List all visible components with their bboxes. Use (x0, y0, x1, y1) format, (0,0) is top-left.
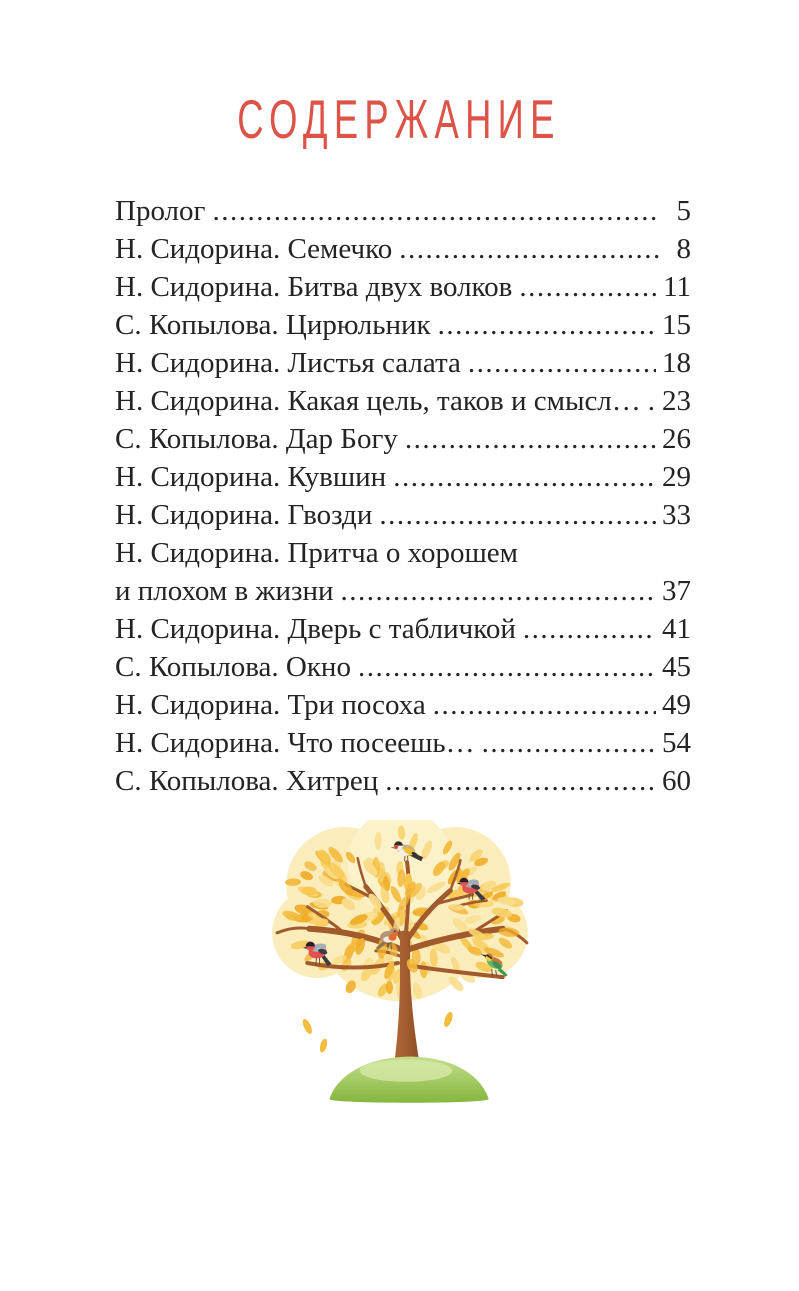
toc-leader-dots: ........................................… (340, 575, 656, 607)
toc-leader-dots: ........................................… (437, 309, 656, 341)
toc-entry-page: 41 (662, 613, 691, 645)
toc-entry-title: С. Копылова. Цирюльник (115, 309, 431, 341)
toc-leader-dots: ........................................… (212, 195, 659, 227)
toc-entry-title: Н. Сидорина. Что посеешь… (115, 727, 475, 759)
toc-entry: Н. Сидорина. Три посоха.................… (115, 686, 691, 724)
grass-mound (329, 1056, 489, 1103)
toc-entry: Н. Сидорина. Дверь с табличкой..........… (115, 610, 691, 648)
toc-entry: Пролог..................................… (115, 192, 691, 230)
table-of-contents: Пролог..................................… (115, 192, 691, 800)
toc-leader-dots: ........................................… (481, 727, 656, 759)
toc-entry: Н. Сидорина. Гвозди.....................… (115, 496, 691, 534)
toc-leader-dots: ........................................… (519, 271, 658, 303)
toc-entry-title: С. Копылова. Хитрец (115, 765, 379, 797)
toc-entry-page: 15 (662, 309, 691, 341)
toc-leader-dots: ........................................… (399, 233, 659, 265)
toc-entry-title: Пролог (115, 195, 206, 227)
toc-entry: Н. Сидорина. Кувшин.....................… (115, 458, 691, 496)
toc-entry-title: Н. Сидорина. Кувшин (115, 461, 387, 493)
toc-entry-title: Н. Сидорина. Дверь с табличкой (115, 613, 516, 645)
toc-entry-page: 54 (662, 727, 691, 759)
toc-entry: и плохом в жизни........................… (115, 572, 691, 610)
toc-entry-page: 29 (662, 461, 691, 493)
toc-entry-title: Н. Сидорина. Три посоха (115, 689, 426, 721)
toc-entry-page: 23 (662, 385, 691, 417)
toc-entry: Н. Сидорина. Какая цель, таков и смысл….… (115, 382, 691, 420)
toc-entry: С. Копылова. Цирюльник..................… (115, 306, 691, 344)
toc-leader-dots: ........................................… (357, 651, 656, 683)
toc-entry: С. Копылова. Хитрец.....................… (115, 762, 691, 800)
bird-bullfinch-right (456, 877, 486, 901)
bird-goldfinch (389, 841, 423, 862)
toc-entry-page: 33 (662, 499, 691, 531)
toc-entry-page: 49 (662, 689, 691, 721)
falling-leaves (302, 1011, 453, 1053)
bird-bee-eater (480, 953, 508, 977)
tree-trunk (392, 930, 421, 1078)
toc-leader-dots: ........................................… (404, 423, 656, 455)
toc-entry: С. Копылова. Дар Богу...................… (115, 420, 691, 458)
toc-entry-title: и плохом в жизни (115, 575, 334, 607)
foliage-leaves-front (281, 840, 521, 997)
footer-illustration (0, 820, 799, 1111)
toc-leader-dots: ........................................… (467, 347, 656, 379)
toc-entry: Н. Сидорина. Битва двух волков..........… (115, 268, 691, 306)
toc-leader-dots: ........................................… (522, 613, 656, 645)
toc-leader-dots: ........................................… (432, 689, 656, 721)
toc-entry: Н. Сидорина. Что посеешь…...............… (115, 724, 691, 762)
toc-entry-page: 8 (676, 233, 692, 265)
toc-entry-title: Н. Сидорина. Листья салата (115, 347, 461, 379)
toc-entry: С. Копылова. Окно.......................… (115, 648, 691, 686)
toc-entry-page: 26 (662, 423, 691, 455)
tree-illustration (271, 820, 528, 1103)
bird-bullfinch-left (302, 941, 332, 967)
toc-entry-page: 11 (663, 271, 691, 303)
toc-entry: Н. Сидорина. Семечко....................… (115, 230, 691, 268)
toc-leader-dots: ........................................… (647, 385, 656, 417)
toc-entry-title: Н. Сидорина. Притча о хорошем (115, 537, 519, 569)
page-title: СОДЕРЖАНИЕ (237, 89, 562, 151)
toc-leader-dots: ........................................… (379, 499, 656, 531)
toc-entry: Н. Сидорина. Притча о хорошем (115, 534, 691, 572)
toc-entry-title: С. Копылова. Дар Богу (115, 423, 398, 455)
toc-leader-dots: ........................................… (385, 765, 656, 797)
toc-entry-page: 45 (662, 651, 691, 683)
toc-entry: Н. Сидорина. Листья салата..............… (115, 344, 691, 382)
page-header: СОДЕРЖАНИЕ (0, 89, 799, 151)
toc-entry-title: С. Копылова. Окно (115, 651, 351, 683)
toc-entry-page: 60 (662, 765, 691, 797)
toc-entry-title: Н. Сидорина. Гвозди (115, 499, 373, 531)
toc-leader-dots: ........................................… (393, 461, 656, 493)
toc-entry-title: Н. Сидорина. Битва двух волков (115, 271, 513, 303)
toc-entry-page: 5 (676, 195, 692, 227)
toc-entry-title: Н. Сидорина. Какая цель, таков и смысл… (115, 385, 641, 417)
toc-entry-page: 37 (662, 575, 691, 607)
toc-entry-title: Н. Сидорина. Семечко (115, 233, 393, 265)
toc-entry-page: 18 (662, 347, 691, 379)
bird-robin (375, 927, 402, 950)
